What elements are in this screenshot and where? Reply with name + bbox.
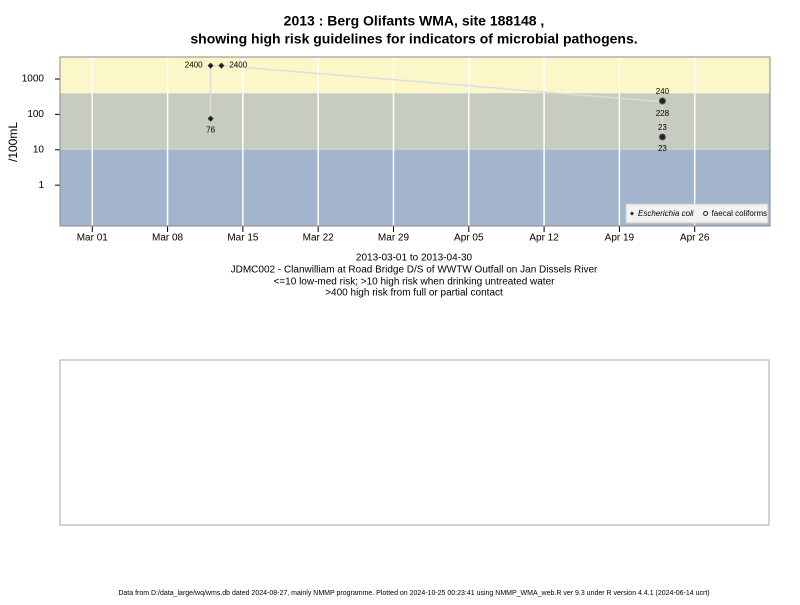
legend-box [625,203,769,224]
caption: <=10 low-med risk; >10 high risk when dr… [274,277,556,288]
y-tick-label: 1 [38,180,44,191]
x-tick-label: Mar 29 [378,233,410,244]
risk-band [60,93,770,150]
legend-marker [703,211,709,216]
x-tick-label: Mar 01 [77,233,109,244]
y-tick-label: 100 [27,109,44,120]
x-tick-label: Mar 08 [152,233,184,244]
footer: Data from D:/data_large/wq/wms.db dated … [118,590,709,597]
legend-label: Escherichia coli [638,209,694,218]
x-tick-label: Apr 26 [680,233,710,244]
data-label: 228 [656,109,670,118]
y-axis-label: /100mL [6,122,20,162]
caption: JDMC002 - Clanwilliam at Road Bridge D/S… [231,265,598,276]
plot-frame [59,56,771,227]
chart-subtitle: showing high risk guidelines for indicat… [190,31,637,47]
point [658,97,666,105]
x-tick-label: Mar 22 [303,233,335,244]
legend-label: faecal coliforms [712,209,768,218]
caption: 2013-03-01 to 2013-04-30 [356,253,473,264]
point [207,115,214,122]
x-tick-label: Mar 15 [227,233,259,244]
empty-panel [59,359,770,526]
data-label: 23 [658,123,667,132]
x-tick-label: Apr 12 [529,233,559,244]
data-label: 2400 [185,61,203,70]
x-tick-label: Apr 19 [605,233,635,244]
point [658,133,666,141]
chart-title: 2013 : Berg Olifants WMA, site 188148 , [284,13,545,29]
y-tick-label: 10 [33,144,45,155]
point [218,62,225,69]
data-label: 2400 [229,61,247,70]
point [207,62,214,69]
legend-marker [630,211,634,216]
y-tick-label: 1000 [22,74,45,85]
data-label: 240 [656,87,670,96]
data-label: 23 [658,144,667,153]
caption: >400 high risk from full or partial cont… [325,288,503,299]
risk-band [60,57,770,94]
x-tick-label: Apr 05 [454,233,484,244]
data-label: 76 [206,126,215,135]
